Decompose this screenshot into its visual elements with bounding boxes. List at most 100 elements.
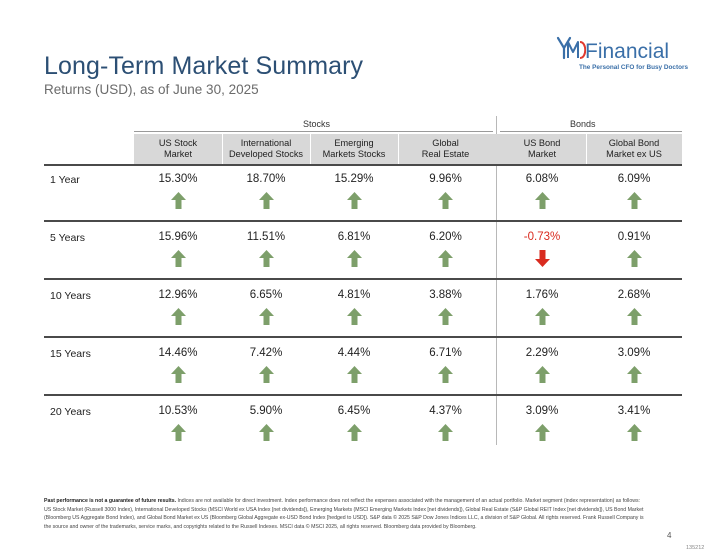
up-arrow-icon [626, 308, 642, 325]
return-value: 2.68% [617, 289, 651, 301]
return-value: 3.88% [429, 289, 462, 301]
footnote-bold: Past performance is not a guarantee of f… [44, 498, 177, 504]
return-value: 3.41% [617, 405, 651, 417]
column-header-line: Market ex US [606, 149, 662, 159]
column-header-band [134, 134, 682, 164]
logo-tagline: The Personal CFO for Busy Doctors [579, 64, 689, 71]
return-value: 15.96% [158, 231, 198, 243]
up-arrow-icon [438, 366, 453, 383]
return-value: 18.70% [246, 173, 286, 185]
column-header-line: US Bond [523, 138, 561, 148]
return-value: 10.53% [158, 405, 198, 417]
up-arrow-icon [534, 192, 550, 209]
return-value: 15.30% [158, 173, 198, 185]
up-arrow-icon [346, 192, 362, 209]
column-separator [586, 134, 587, 164]
column-separator [222, 134, 223, 164]
row-divider [44, 220, 682, 222]
logo-wordmark: Financial [585, 40, 670, 63]
document-code: 135212 [686, 545, 705, 551]
return-value: 9.96% [429, 173, 462, 185]
up-arrow-icon [258, 250, 274, 267]
column-header-line: Market [527, 149, 557, 159]
column-header: Global Real Estate [398, 134, 493, 164]
return-value: 6.08% [525, 173, 559, 185]
column-header-line: Emerging [334, 138, 374, 148]
row-divider [44, 336, 682, 338]
stocks-bonds-divider [496, 116, 497, 445]
group-label-stocks: Stocks [303, 119, 331, 129]
column-header: International Developed Stocks [222, 134, 310, 164]
up-arrow-icon [438, 250, 453, 267]
up-arrow-icon [170, 192, 186, 209]
column-header: Emerging Markets Stocks [310, 134, 398, 164]
column-separator [310, 134, 311, 164]
page-subtitle: Returns (USD), as of June 30, 2025 [44, 82, 259, 97]
return-value: 4.81% [337, 289, 371, 301]
column-header-line: Global Bond [608, 138, 660, 148]
disclosure-footnote: Past performance is not a guarantee of f… [44, 497, 644, 531]
up-arrow-icon [258, 308, 274, 325]
return-value: 15.29% [334, 173, 374, 185]
return-value: 0.91% [617, 231, 651, 243]
column-header-line: Markets Stocks [322, 149, 386, 159]
group-label-bonds: Bonds [570, 119, 596, 129]
row-divider [44, 394, 682, 396]
column-header-line: Market [163, 149, 193, 159]
column-header: Global Bond Market ex US [586, 134, 682, 164]
column-separator [398, 134, 399, 164]
row-divider [44, 278, 682, 280]
up-arrow-icon [438, 192, 453, 209]
up-arrow-icon [626, 366, 642, 383]
up-arrow-icon [170, 250, 186, 267]
up-arrow-icon [258, 192, 274, 209]
up-arrow-icon [170, 308, 186, 325]
column-header-line: International [240, 138, 292, 148]
column-header-line: US Stock [158, 138, 198, 148]
return-value: 6.45% [337, 405, 371, 417]
return-value: 3.09% [525, 405, 559, 417]
row-label: 5 Years [50, 232, 86, 244]
up-arrow-icon [626, 424, 642, 441]
company-logo: Financial The Personal CFO for Busy Doct… [556, 34, 689, 76]
return-value: 6.09% [617, 173, 651, 185]
row-label: 1 Year [50, 174, 80, 186]
return-value: 4.37% [429, 405, 462, 417]
row-label: 15 Years [50, 348, 91, 360]
up-arrow-icon [534, 424, 550, 441]
up-arrow-icon [626, 250, 642, 267]
return-value: 6.20% [429, 231, 462, 243]
column-header: US Stock Market [134, 134, 222, 164]
return-value: 11.51% [246, 231, 286, 243]
column-header-line: Real Estate [421, 149, 470, 159]
up-arrow-icon [346, 424, 362, 441]
up-arrow-icon [258, 424, 274, 441]
down-arrow-icon [534, 250, 550, 267]
return-value: 6.71% [429, 347, 462, 359]
return-value: 14.46% [158, 347, 198, 359]
column-header-line: Developed Stocks [228, 149, 304, 159]
up-arrow-icon [170, 424, 186, 441]
row-label: 20 Years [50, 406, 91, 418]
up-arrow-icon [346, 250, 362, 267]
up-arrow-icon [534, 308, 550, 325]
up-arrow-icon [438, 424, 453, 441]
return-value: 6.81% [337, 231, 371, 243]
up-arrow-icon [626, 192, 642, 209]
return-value: 7.42% [249, 347, 283, 359]
return-value: 3.09% [617, 347, 651, 359]
column-header-line: Global [432, 138, 459, 148]
return-value: -0.73% [523, 231, 561, 243]
return-value: 2.29% [525, 347, 559, 359]
up-arrow-icon [438, 308, 453, 325]
logo-mark-icon [556, 36, 586, 60]
return-value: 12.96% [158, 289, 198, 301]
header-rule [44, 164, 682, 166]
up-arrow-icon [346, 366, 362, 383]
return-value: 4.44% [337, 347, 371, 359]
page-title: Long-Term Market Summary [44, 52, 364, 80]
column-header: US Bond Market [498, 134, 586, 164]
group-rule-bonds [500, 131, 682, 132]
return-value: 1.76% [525, 289, 559, 301]
up-arrow-icon [346, 308, 362, 325]
